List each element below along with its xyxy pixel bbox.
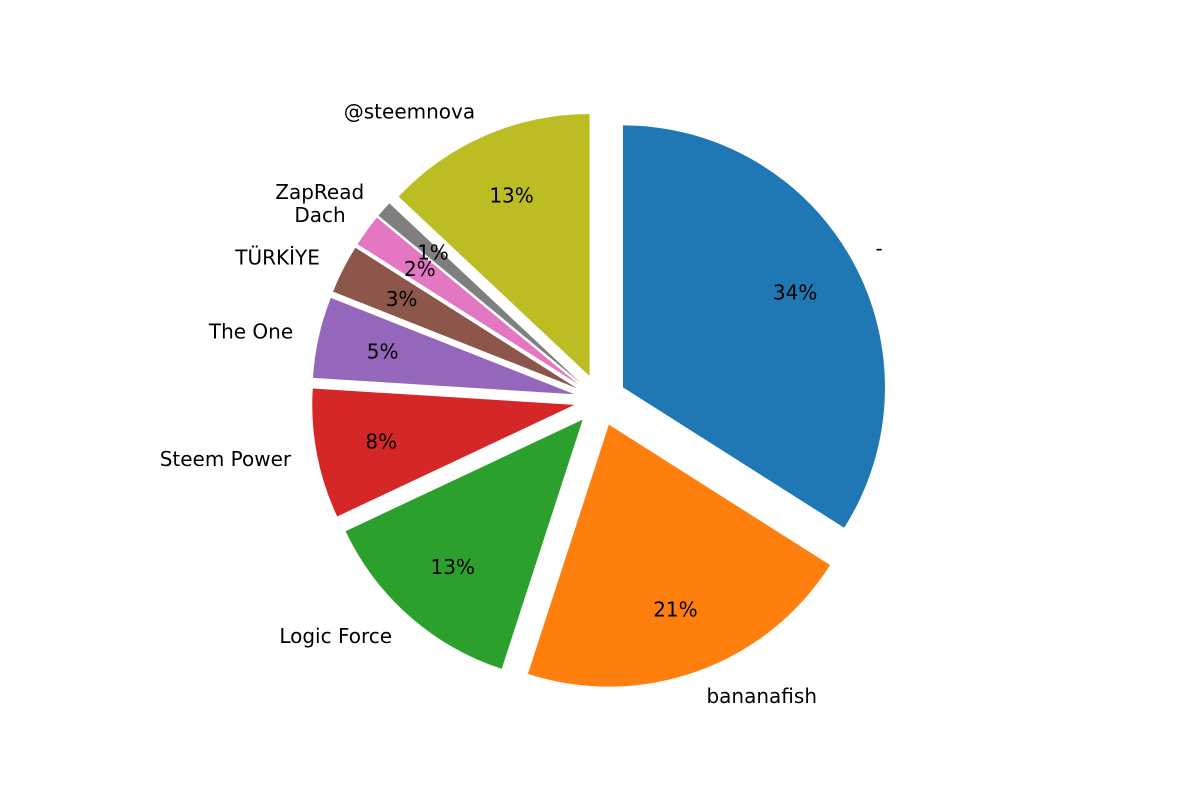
pie-slice-label: TÜRKİYE	[234, 245, 320, 269]
pie-slice-bananafish	[527, 424, 831, 687]
pie-slice-steem-power	[312, 388, 575, 517]
pie-slice-label: bananafish	[706, 684, 817, 708]
pie-percent-label: 5%	[367, 339, 399, 363]
pie-slice-label: ZapRead	[275, 180, 364, 204]
pie-slice-label: -	[876, 237, 883, 261]
pie-percent-label: 3%	[386, 287, 418, 311]
pie-slice-zapread	[378, 203, 581, 383]
pie-percent-label: 13%	[430, 555, 474, 579]
pie-slice-dach	[357, 217, 579, 385]
pie-slice-label: Logic Force	[279, 624, 392, 648]
pie-slice-logic-force	[345, 419, 583, 669]
pie-slice--steemnova	[398, 113, 590, 376]
pie-slice-label: Dach	[294, 203, 345, 227]
pie-slice-t-rki-ye	[333, 247, 577, 389]
pie-percent-label: 34%	[773, 281, 817, 305]
pie-percent-label: 8%	[365, 430, 397, 454]
pie-slice-the-one	[312, 297, 575, 395]
pie-slice-label: @steemnova	[344, 99, 475, 123]
pie-percent-label: 1%	[417, 241, 449, 265]
pie-percent-label: 21%	[653, 598, 697, 622]
pie-percent-label: 13%	[489, 184, 533, 208]
pie-slice-label: The One	[208, 319, 293, 343]
pie-slice-dash	[622, 125, 885, 528]
pie-percent-label: 2%	[404, 257, 436, 281]
pie-slice-label: Steem Power	[160, 447, 292, 471]
